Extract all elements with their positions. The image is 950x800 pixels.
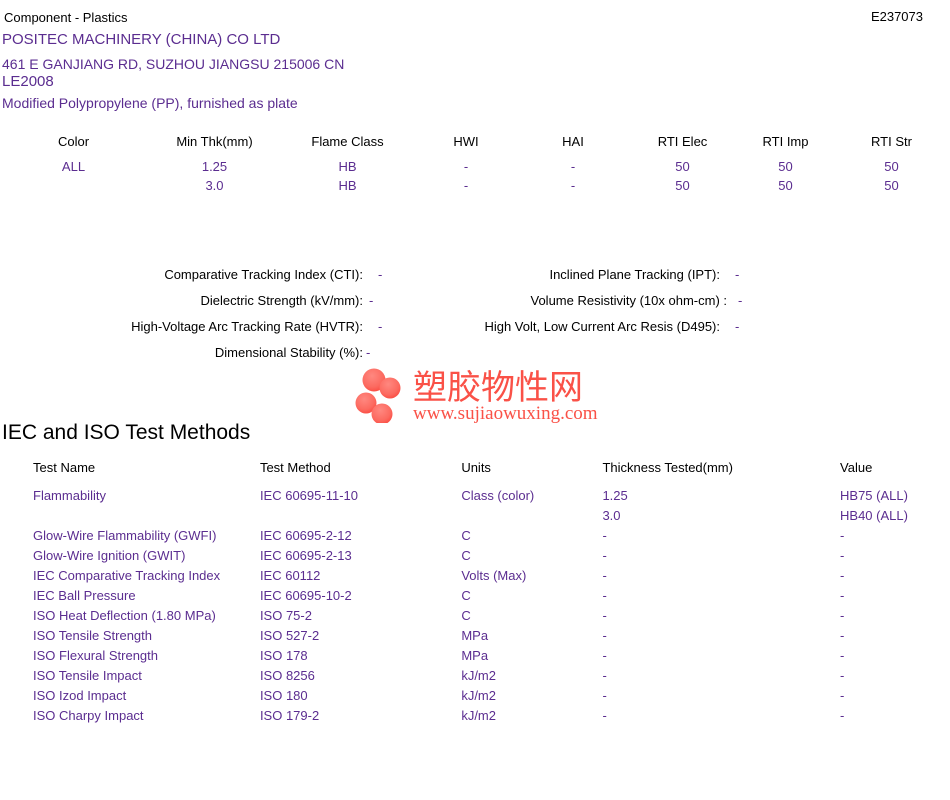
- svg-text:www.sujiaowuxing.com: www.sujiaowuxing.com: [413, 403, 598, 423]
- svg-text:塑胶物性网: 塑胶物性网: [413, 369, 583, 407]
